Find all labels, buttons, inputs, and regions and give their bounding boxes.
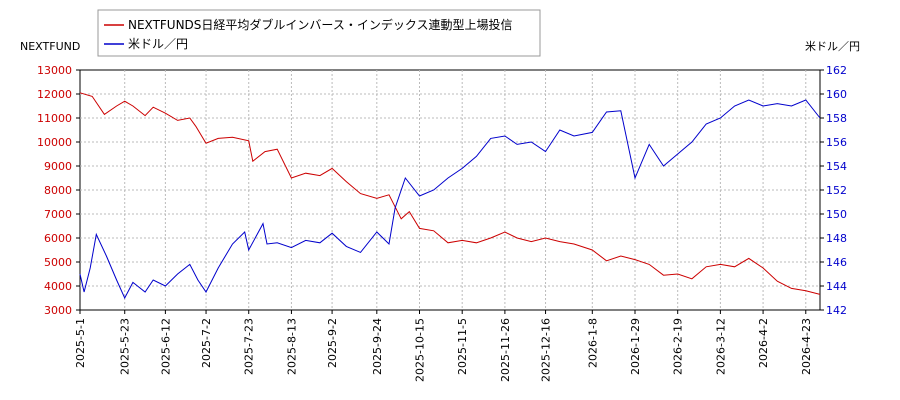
left-tick-label: 8000 [44,184,72,197]
x-axis-ticks: 2025-5-1 2025-5-23 2025-6-12 2025-7-2 2025-7… [74,310,813,382]
right-tick-label: 150 [826,208,847,221]
x-tick-label: 2026-1-29 [629,318,642,375]
left-tick-label: 6000 [44,232,72,245]
x-tick-label: 2025-12-16 [540,318,553,382]
legend: NEXTFUNDS日経平均ダブルインバース・インデックス連動型上場投信 米ドル／… [97,9,541,57]
left-tick-label: 12000 [37,88,72,101]
left-axis-label: NEXTFUND [20,40,80,53]
right-axis-ticks: 142 144 146 148 150 152 154 156 158 160 162 [820,64,847,317]
left-tick-label: 5000 [44,256,72,269]
right-tick-label: 160 [826,88,847,101]
right-tick-label: 146 [826,256,847,269]
right-tick-label: 142 [826,304,847,317]
legend-label-nextfunds: NEXTFUNDS日経平均ダブルインバース・インデックス連動型上場投信 [128,17,512,32]
right-tick-label: 144 [826,280,847,293]
x-tick-label: 2025-11-5 [456,318,469,375]
x-tick-label: 2026-4-23 [800,318,813,375]
right-axis-label: 米ドル／円 [805,40,860,53]
right-tick-label: 156 [826,136,847,149]
right-tick-label: 154 [826,160,847,173]
left-tick-label: 4000 [44,280,72,293]
x-tick-label: 2025-7-23 [243,318,256,375]
x-tick-label: 2025-5-1 [74,318,87,368]
x-tick-label: 2025-11-26 [499,318,512,382]
legend-label-usdjpy: 米ドル／円 [128,37,188,51]
right-tick-label: 158 [826,112,847,125]
left-tick-label: 9000 [44,160,72,173]
right-tick-label: 162 [826,64,847,77]
right-tick-label: 148 [826,232,847,245]
legend-box [97,9,541,57]
left-tick-label: 11000 [37,112,72,125]
series-line-nextfunds [79,92,821,295]
left-tick-label: 3000 [44,304,72,317]
series-line-usdjpy [79,99,821,300]
x-tick-label: 2025-7-2 [200,318,213,368]
x-tick-label: 2025-5-23 [119,318,132,375]
x-tick-label: 2026-2-19 [672,318,685,375]
x-tick-label: 2026-3-12 [714,318,727,375]
left-axis-ticks: 3000 4000 5000 6000 7000 8000 9000 10000 11000 12… [37,64,80,317]
x-tick-label: 2025-9-24 [371,318,384,375]
x-tick-label: 2026-1-8 [586,318,599,368]
right-tick-label: 152 [826,184,847,197]
x-tick-label: 2025-6-12 [159,318,172,375]
left-tick-label: 13000 [37,64,72,77]
x-tick-label: 2026-4-2 [757,318,770,368]
grid-lines [80,70,820,310]
left-tick-label: 7000 [44,208,72,221]
left-tick-label: 10000 [37,136,72,149]
x-tick-label: 2025-10-15 [414,318,427,382]
series-lines [79,92,821,300]
x-tick-label: 2025-9-2 [326,318,339,368]
x-tick-label: 2025-8-13 [285,318,298,375]
